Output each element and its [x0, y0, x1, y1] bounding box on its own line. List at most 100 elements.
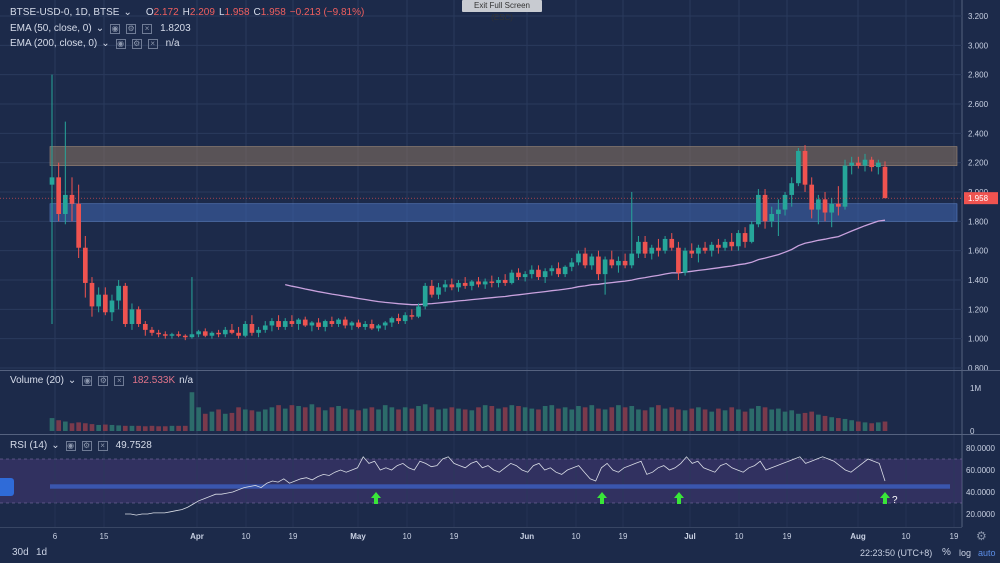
close-icon[interactable]: × — [97, 440, 108, 451]
volume-bar — [109, 424, 115, 431]
volume-bar — [609, 407, 615, 431]
volume-label[interactable]: Volume (20) — [10, 375, 64, 386]
candle-body — [456, 282, 461, 288]
candle-body — [856, 162, 861, 166]
candle-body — [776, 209, 781, 214]
candle-body — [256, 329, 261, 333]
chevron-down-icon[interactable]: ⌄ — [51, 440, 60, 451]
time-axis[interactable]: 6 15 Apr 10 19 May 10 19 Jun 10 19 Jul 10 19 Aug 10 19 — [0, 527, 1000, 543]
chevron-down-icon[interactable]: ⌄ — [95, 23, 105, 34]
percent-scale-button[interactable]: % — [942, 547, 951, 558]
chevron-down-icon[interactable]: ⌄ — [67, 375, 77, 386]
log-scale-button[interactable]: log — [959, 548, 972, 558]
volume-bar — [362, 408, 368, 431]
chevron-down-icon[interactable]: ⌄ — [123, 7, 132, 18]
volume-bar — [196, 407, 201, 431]
bottom-toolbar: 30d 1d 22:23:50 (UTC+8) % log auto ⚙ — [0, 529, 1000, 563]
chevron-down-icon[interactable]: ⌄ — [101, 38, 110, 49]
gear-icon[interactable]: ⚙ — [131, 38, 142, 49]
candle-body — [562, 266, 568, 275]
price-pane[interactable]: 3.2003.0002.8002.6002.4002.2002.0001.800… — [0, 0, 1000, 370]
exit-fullscreen-button[interactable]: Exit Full Screen (ESC) — [462, 0, 542, 22]
volume-pane[interactable]: 1M 0 — [0, 371, 1000, 434]
volume-bar — [329, 407, 335, 431]
clock-time: 22:23:50 (UTC+8) — [860, 548, 933, 558]
volume-bar — [416, 406, 421, 431]
candle-body — [476, 281, 481, 285]
volume-bar — [822, 415, 828, 431]
candle-body — [282, 321, 288, 327]
volume-bar — [622, 407, 628, 431]
range-30d-button[interactable]: 30d — [12, 547, 29, 558]
eye-icon[interactable]: ◉ — [82, 375, 93, 386]
volume-bar — [129, 425, 135, 431]
volume-bar — [502, 407, 508, 431]
volume-tick-label: 0 — [970, 427, 975, 434]
candle-body — [822, 199, 828, 213]
volume-bar — [856, 421, 861, 431]
rsi-pane[interactable]: 80.0000 60.0000 40.0000 20.0000? — [0, 435, 1000, 527]
candle-body — [389, 318, 395, 323]
volume-bar — [302, 407, 308, 431]
volume-bar — [796, 413, 801, 431]
volume-bar — [816, 414, 821, 431]
candle-body — [589, 256, 595, 266]
time-tick-label: 15 — [100, 532, 109, 541]
gear-icon[interactable]: ⚙ — [976, 529, 987, 543]
pane-separator[interactable] — [0, 434, 1000, 435]
candle-body — [322, 321, 328, 327]
candle-body — [596, 256, 601, 275]
volume-bar — [242, 409, 248, 431]
eye-icon[interactable]: ◉ — [115, 38, 126, 49]
volume-bar — [596, 408, 601, 431]
volume-bar — [656, 405, 661, 431]
time-tick-label: 19 — [619, 532, 628, 541]
volume-bar — [262, 409, 268, 431]
candle-body — [249, 324, 255, 333]
open-value: 2.172 — [153, 7, 179, 18]
volume-chart[interactable]: 1M 0 — [0, 371, 1000, 434]
rsi-label[interactable]: RSI (14) — [10, 440, 48, 451]
rsi-tick-label: 40.0000 — [966, 488, 995, 497]
gear-icon[interactable]: ⚙ — [81, 440, 92, 451]
price-chart[interactable]: 3.2003.0002.8002.6002.4002.2002.0001.800… — [0, 0, 1000, 370]
price-tick-label: 2.800 — [968, 71, 989, 80]
candle-body — [342, 319, 348, 326]
volume-bar — [849, 420, 855, 431]
range-1d-button[interactable]: 1d — [36, 547, 48, 558]
volume-bar — [382, 405, 388, 431]
ema50-label[interactable]: EMA (50, close, 0) — [10, 23, 92, 34]
time-tick-label: 10 — [403, 532, 412, 541]
candle-body — [829, 203, 835, 213]
volume-bar — [762, 407, 768, 431]
candle-body — [882, 166, 888, 199]
volume-bar — [56, 420, 61, 431]
rsi-tick-label: 60.0000 — [966, 466, 995, 475]
volume-bar — [182, 425, 188, 431]
candle-body — [289, 321, 295, 324]
price-tick-label: 2.400 — [968, 129, 989, 138]
volume-bar — [536, 409, 541, 431]
auto-scale-button[interactable]: auto — [978, 548, 996, 558]
close-icon[interactable]: × — [147, 38, 158, 49]
close-icon[interactable]: × — [114, 375, 125, 386]
volume-bar — [669, 407, 675, 431]
rsi-chart[interactable]: 80.0000 60.0000 40.0000 20.0000? — [0, 435, 1000, 527]
volume-bar — [309, 404, 315, 431]
eye-icon[interactable]: ◉ — [65, 440, 76, 451]
pane-separator[interactable] — [0, 370, 1000, 371]
volume-bar — [876, 422, 881, 431]
gear-icon[interactable]: ⚙ — [126, 23, 137, 34]
volume-bar — [429, 407, 435, 431]
eye-icon[interactable]: ◉ — [110, 23, 121, 34]
candle-body — [162, 334, 168, 336]
candle-body — [89, 282, 95, 307]
symbol-name[interactable]: BTSE-USD-0, 1D, BTSE — [10, 7, 120, 18]
candle-body — [629, 253, 635, 266]
candle-body — [482, 281, 488, 285]
ema200-label[interactable]: EMA (200, close, 0) — [10, 38, 98, 49]
volume-bar — [682, 410, 688, 431]
close-icon[interactable]: × — [142, 23, 153, 34]
cloud-upload-icon[interactable] — [0, 478, 14, 496]
gear-icon[interactable]: ⚙ — [98, 375, 109, 386]
